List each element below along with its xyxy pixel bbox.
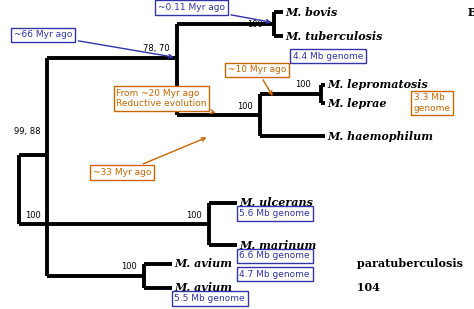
Text: From ~20 Myr ago
Reductive evolution: From ~20 Myr ago Reductive evolution bbox=[116, 89, 214, 113]
Text: M. haemophilum: M. haemophilum bbox=[328, 131, 434, 142]
Text: 4.4 Mb genome: 4.4 Mb genome bbox=[293, 52, 363, 61]
Text: 99, 88: 99, 88 bbox=[15, 127, 41, 136]
Text: 100: 100 bbox=[25, 211, 41, 220]
Text: M. bovis: M. bovis bbox=[286, 7, 338, 18]
Text: ~66 Myr ago: ~66 Myr ago bbox=[14, 30, 173, 58]
Text: 104: 104 bbox=[353, 282, 380, 293]
Text: ~10 Myr ago: ~10 Myr ago bbox=[228, 65, 286, 95]
Text: 4.7 Mb genome: 4.7 Mb genome bbox=[239, 270, 310, 279]
Text: ~0.11 Myr ago: ~0.11 Myr ago bbox=[158, 3, 270, 23]
Text: 6.6 Mb genome: 6.6 Mb genome bbox=[239, 252, 310, 260]
Text: 78, 70: 78, 70 bbox=[143, 44, 170, 53]
Text: M. leprae: M. leprae bbox=[328, 98, 387, 108]
Text: 5.6 Mb genome: 5.6 Mb genome bbox=[239, 209, 310, 218]
Text: 100: 100 bbox=[121, 262, 137, 271]
Text: 100: 100 bbox=[237, 102, 253, 111]
Text: 3.3 Mb
genome: 3.3 Mb genome bbox=[413, 93, 450, 113]
Text: M. avium: M. avium bbox=[174, 258, 232, 269]
Text: M. avium: M. avium bbox=[174, 282, 232, 293]
Text: 100: 100 bbox=[247, 20, 263, 29]
Text: paratuberculosis: paratuberculosis bbox=[353, 258, 463, 269]
Text: M. lepromatosis: M. lepromatosis bbox=[328, 79, 428, 90]
Text: BCG Pasteur: BCG Pasteur bbox=[464, 7, 474, 18]
Text: 100: 100 bbox=[296, 80, 311, 89]
Text: M. marinum: M. marinum bbox=[239, 240, 317, 251]
Text: ~33 Myr ago: ~33 Myr ago bbox=[93, 138, 205, 177]
Text: M. tuberculosis: M. tuberculosis bbox=[286, 31, 383, 42]
Text: M. ulcerans: M. ulcerans bbox=[239, 197, 313, 209]
Text: 100: 100 bbox=[186, 211, 202, 220]
Text: 5.5 Mb genome: 5.5 Mb genome bbox=[174, 294, 245, 303]
